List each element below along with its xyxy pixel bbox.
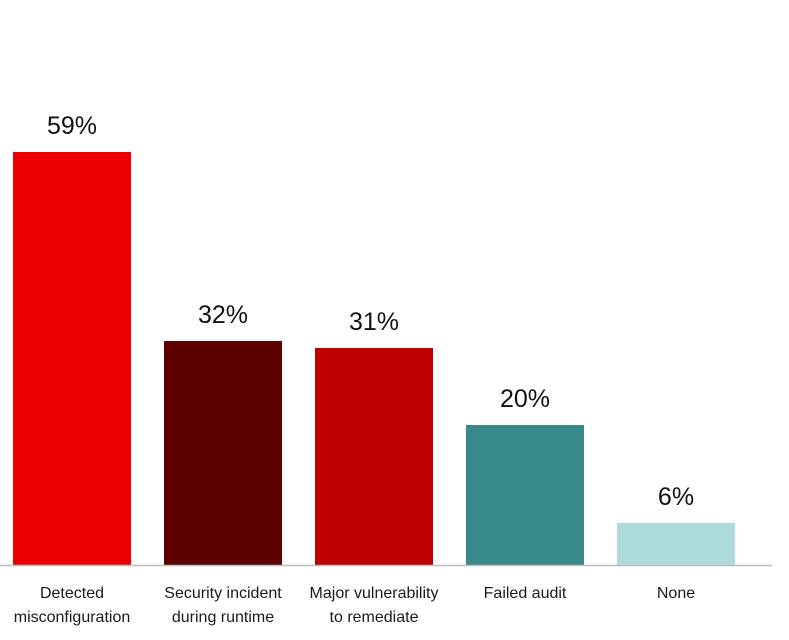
- bar-1: [164, 341, 282, 565]
- bars-group: [13, 152, 735, 565]
- bar-3: [466, 425, 584, 565]
- category-label-0-line-0: Detected: [40, 585, 104, 602]
- category-label-4-line-0: None: [657, 585, 695, 602]
- category-label-1-line-0: Security incident: [164, 585, 282, 602]
- category-labels-group: Detected misconfiguration Security inciden…: [14, 585, 695, 626]
- category-label-0-line-1: misconfiguration: [14, 609, 131, 626]
- bar-value-label-0: 59%: [47, 112, 97, 140]
- bar-value-label-1: 32%: [198, 301, 248, 329]
- category-label-3-line-0: Failed audit: [484, 585, 567, 602]
- category-label-2-line-0: Major vulnerability: [310, 585, 439, 602]
- bar-2: [315, 348, 433, 565]
- bar-value-label-4: 6%: [658, 483, 694, 511]
- bar-value-label-3: 20%: [500, 385, 550, 413]
- category-label-1-line-1: during runtime: [172, 609, 274, 626]
- value-labels-group: 59% 32% 31% 20% 6%: [47, 112, 694, 511]
- bar-4: [617, 523, 735, 565]
- bar-0: [13, 152, 131, 565]
- category-label-2-line-1: to remediate: [330, 609, 419, 626]
- bar-value-label-2: 31%: [349, 308, 399, 336]
